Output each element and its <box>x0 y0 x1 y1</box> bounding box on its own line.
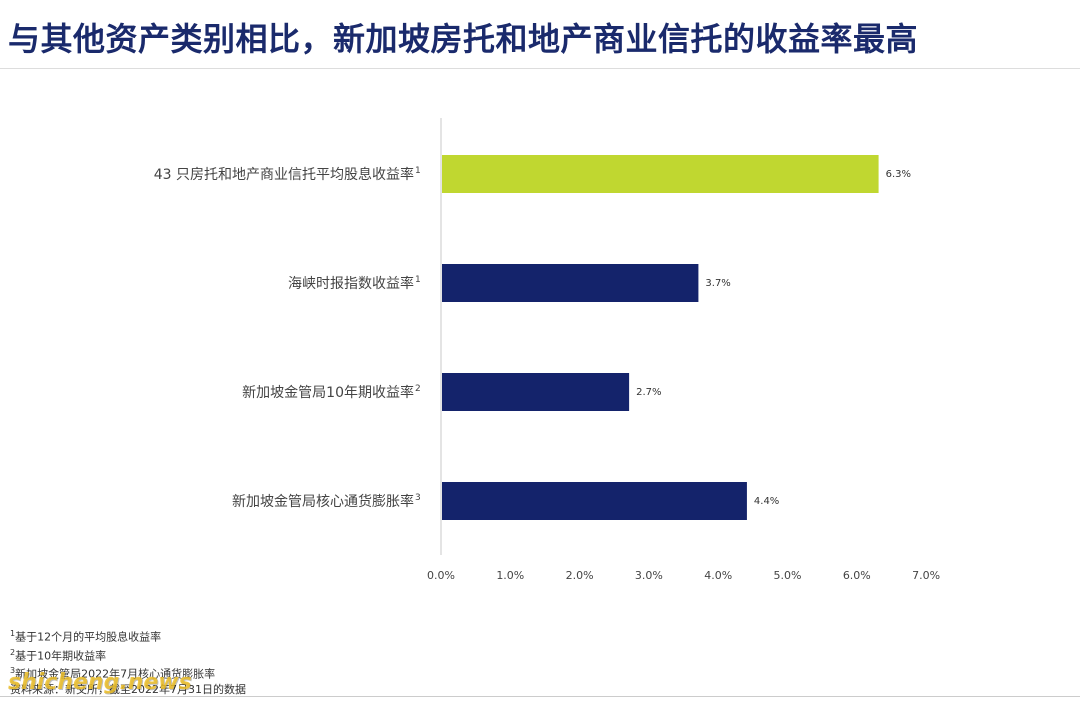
category-label-1: 43 只房托和地产商业信托平均股息收益率 <box>154 166 414 183</box>
chart-title: 与其他资产类别相比，新加坡房托和地产商业信托的收益率最高 <box>8 20 919 58</box>
bar-4 <box>442 482 747 520</box>
category-footnote-mark-3: 2 <box>415 384 421 394</box>
bar-value-label-3: 2.7% <box>636 387 661 398</box>
x-tick-label-7: 7.0% <box>912 569 940 582</box>
bar-value-label-1: 6.3% <box>886 169 911 180</box>
footnote-source: 资料来源：新交所，截至2022年7月31日的数据 <box>10 682 246 696</box>
x-tick-label-4: 4.0% <box>704 569 732 582</box>
bar-value-label-2: 3.7% <box>705 278 730 289</box>
title-divider <box>0 68 1080 69</box>
footnote-1: 1基于12个月的平均股息收益率 <box>10 629 162 644</box>
bar-value-label-4: 4.4% <box>754 496 779 507</box>
x-tick-label-3: 3.0% <box>635 569 663 582</box>
x-tick-label-2: 2.0% <box>566 569 594 582</box>
x-tick-label-1: 1.0% <box>496 569 524 582</box>
bar-2 <box>442 264 699 302</box>
x-tick-label-6: 6.0% <box>843 569 871 582</box>
bottom-divider <box>0 696 1080 697</box>
category-label-2: 海峡时报指数收益率 <box>288 275 414 292</box>
footnote-2: 2基于10年期收益率 <box>10 647 107 663</box>
watermark-logo: shicheng.news <box>8 670 192 695</box>
x-tick-label-5: 5.0% <box>774 569 802 582</box>
footnotes: 1基于12个月的平均股息收益率 2基于10年期收益率 3新加坡金管局2022年7… <box>10 626 246 697</box>
bar-chart: 6.3%43 只房托和地产商业信托平均股息收益率 13.7%海峡时报指数收益率 12… <box>154 118 940 582</box>
category-label-4: 新加坡金管局核心通货膨胀率 <box>232 493 414 510</box>
category-footnote-mark-1: 1 <box>415 166 421 176</box>
bar-1 <box>442 155 879 193</box>
footnote-3: 3新加坡金管局2022年7月核心通货膨胀率 <box>10 666 216 681</box>
x-tick-label-0: 0.0% <box>427 569 455 582</box>
category-footnote-mark-2: 1 <box>415 275 421 285</box>
category-footnote-mark-4: 3 <box>415 493 421 503</box>
bar-3 <box>442 373 630 411</box>
category-label-3: 新加坡金管局10年期收益率 <box>242 384 414 401</box>
